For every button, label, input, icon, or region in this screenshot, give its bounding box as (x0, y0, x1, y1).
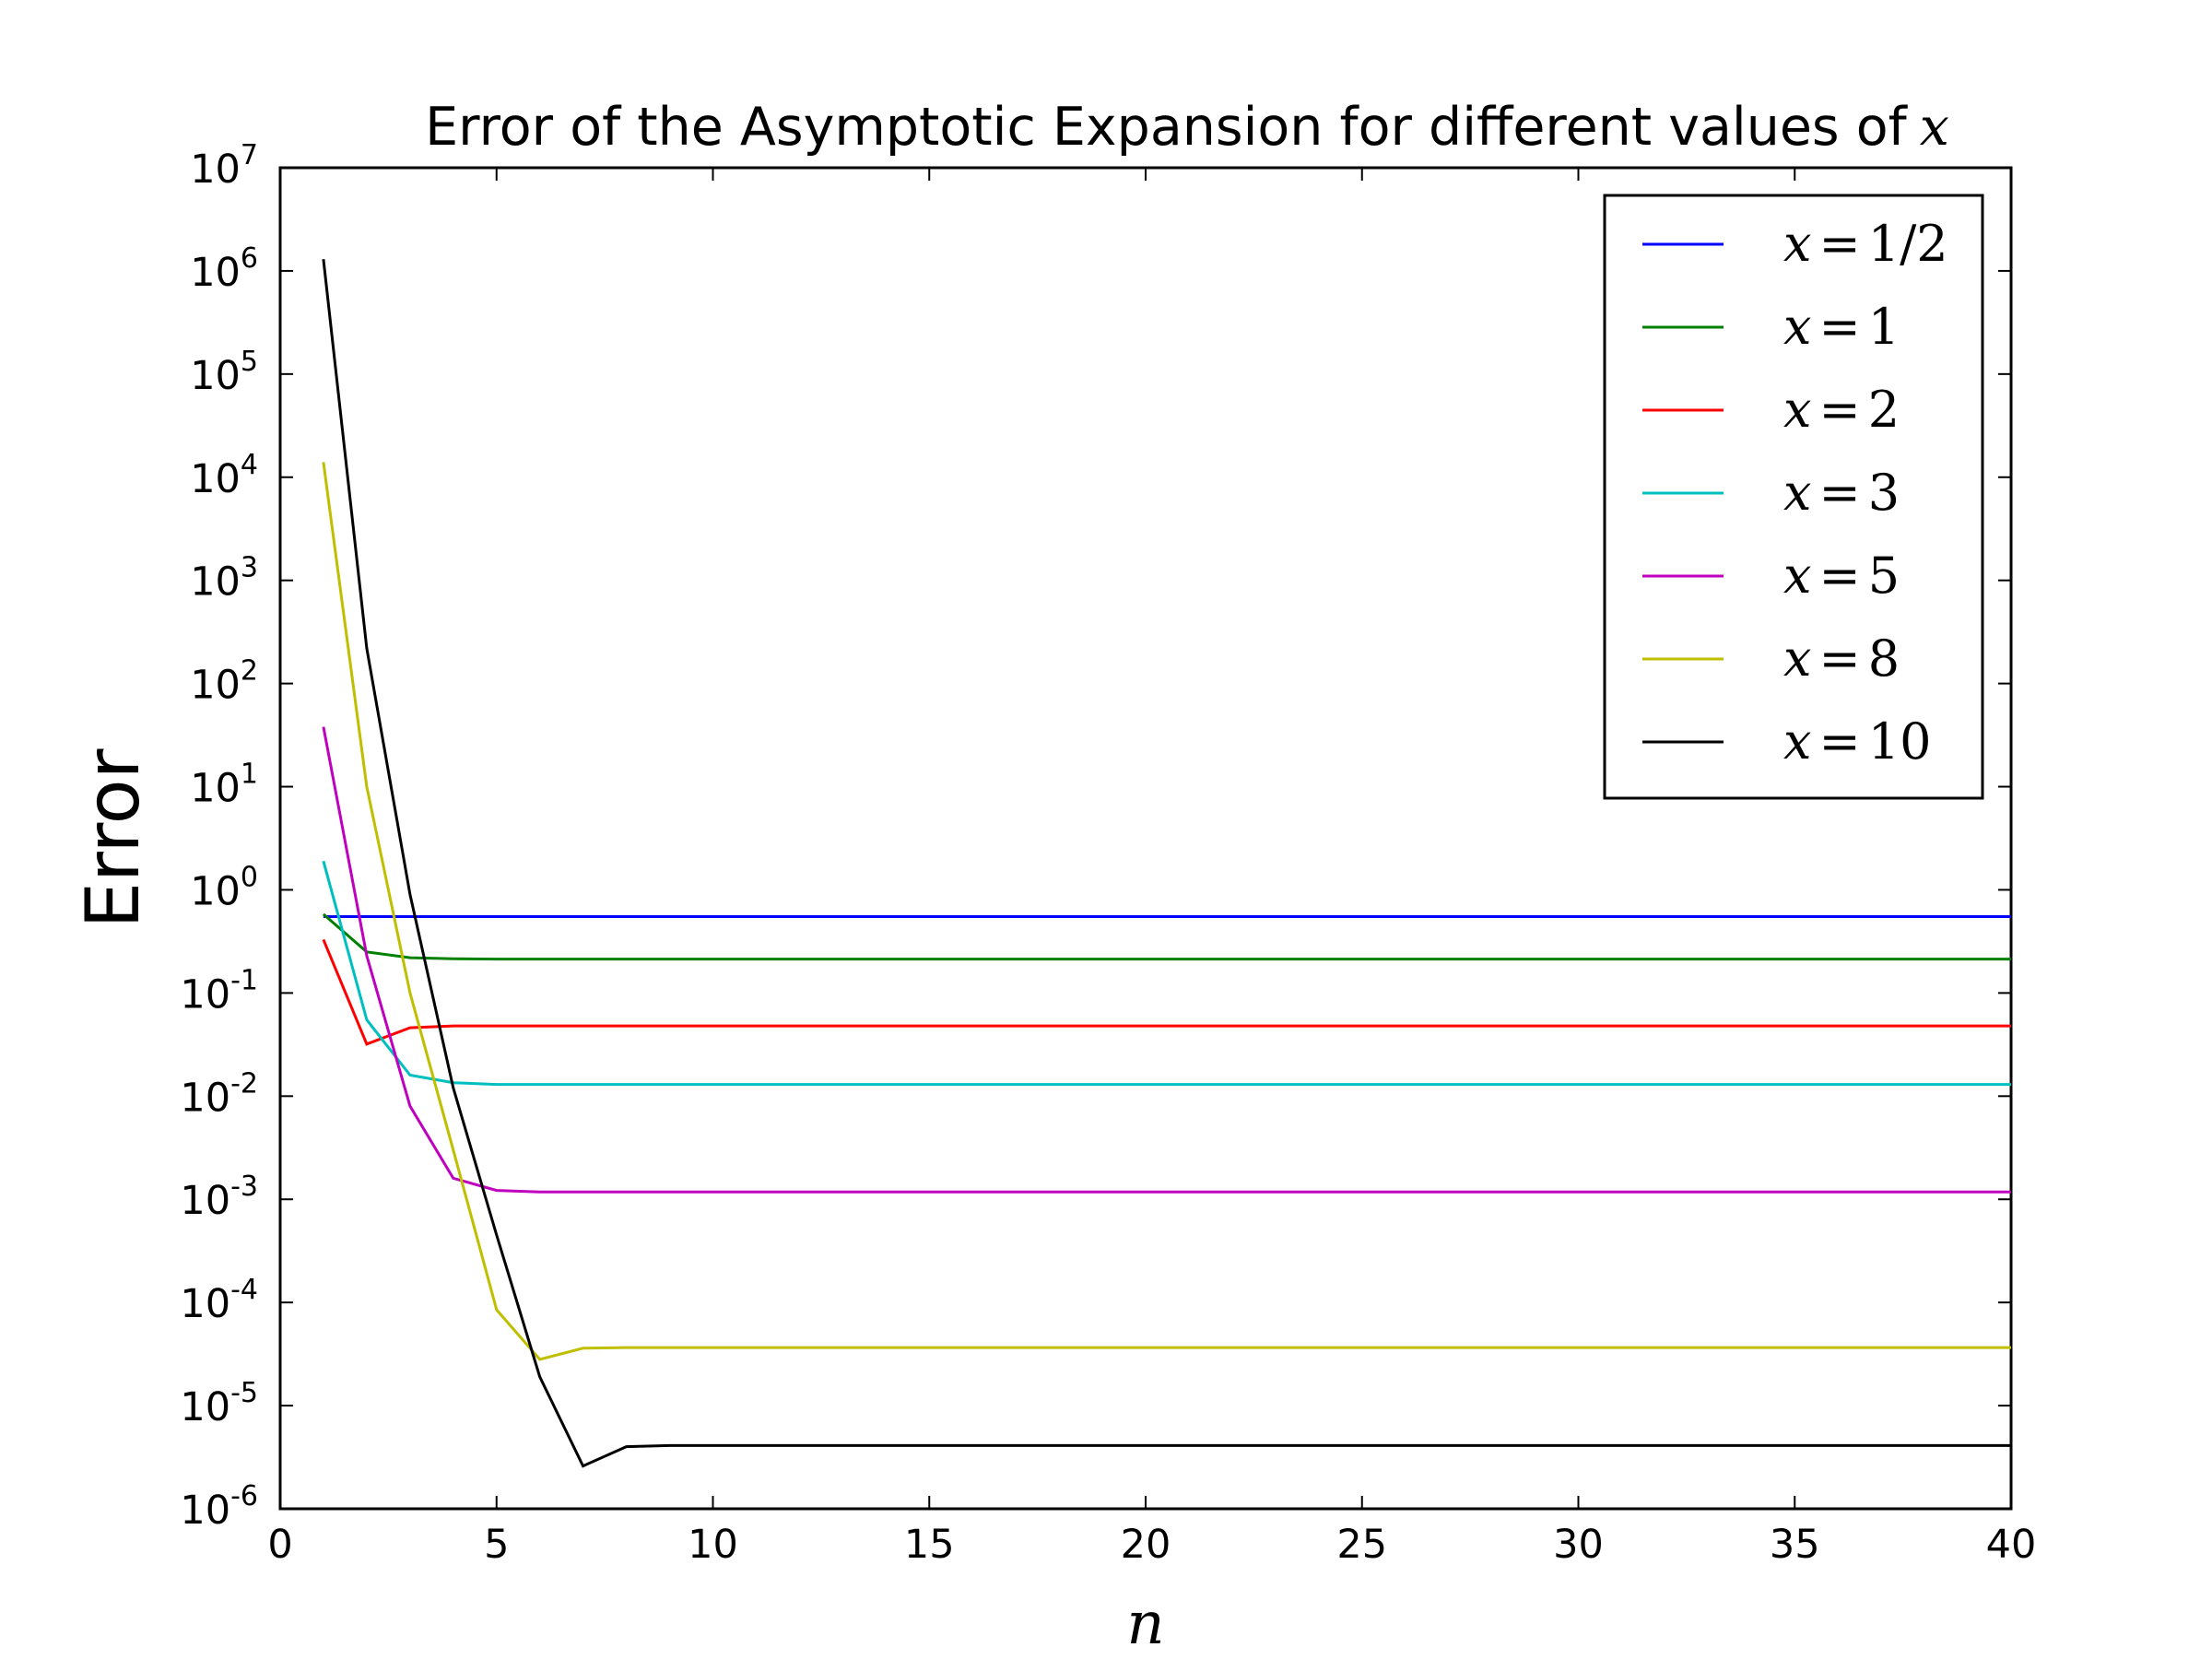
series-line-7 (322, 259, 2011, 1468)
legend-frame (1603, 194, 1984, 800)
legend-label-2: x = 1 (1783, 298, 1900, 356)
x-axis-label: n (1126, 1590, 1164, 1658)
x-tick-label: 40 (1986, 1522, 2037, 1568)
legend-label-3: x = 2 (1783, 381, 1900, 439)
y-tick-label: 102 (190, 655, 258, 709)
y-tick-label: 10-2 (180, 1067, 258, 1121)
series-line-5 (322, 726, 2011, 1194)
y-tick-label: 106 (190, 242, 258, 296)
y-tick-label: 10-4 (180, 1274, 258, 1327)
x-tick-label: 15 (904, 1522, 955, 1568)
tick-labels-layer: 0 5 10 15 20 25 30 35 40 10-6 10-5 10-4 10-3 10-2 10-1… (180, 139, 2036, 1568)
series-layer (322, 259, 2011, 1468)
legend-entries: x = 1/2 x = 1 x = 2 x = 3 x = 5 x = 8 x = 10 (1642, 215, 1948, 771)
x-tick-label: 35 (1770, 1522, 1820, 1568)
x-tick-label: 25 (1336, 1522, 1387, 1568)
plot-area (278, 166, 2013, 1511)
y-tick-label: 100 (190, 861, 258, 914)
y-tick-label: 10-5 (180, 1377, 258, 1430)
y-tick-label: 10-3 (180, 1171, 258, 1224)
y-axis-label: Error (70, 748, 156, 928)
legend: x = 1/2 x = 1 x = 2 x = 3 x = 5 x = 8 x = 10 (1603, 194, 1984, 800)
legend-label-1: x = 1/2 (1783, 215, 1948, 273)
x-tick-label: 30 (1553, 1522, 1604, 1568)
y-tick-label: 107 (190, 139, 258, 193)
y-tick-label: 103 (190, 552, 258, 606)
y-tick-label: 105 (190, 346, 258, 399)
chart-title-text: Error of the Asymptotic Expansion for di… (425, 97, 1908, 158)
x-tick-label: 10 (688, 1522, 738, 1568)
series-line-3 (322, 938, 2011, 1046)
x-tick-label: 5 (484, 1522, 509, 1568)
y-tick-label: 101 (190, 759, 258, 812)
legend-label-5: x = 5 (1783, 547, 1900, 605)
series-line-6 (322, 462, 2011, 1361)
y-tick-label: 104 (190, 449, 258, 502)
y-tick-label: 10-1 (180, 964, 258, 1018)
legend-label-4: x = 3 (1783, 464, 1900, 522)
x-tick-label: 0 (267, 1522, 292, 1568)
legend-label-7: x = 10 (1783, 712, 1931, 771)
series-line-2 (322, 912, 2011, 961)
y-tick-label: 10-6 (180, 1480, 258, 1534)
ticks-layer (279, 167, 2012, 1510)
legend-label-6: x = 8 (1783, 629, 1900, 688)
x-tick-label: 20 (1121, 1522, 1171, 1568)
chart-title-math: x (1920, 97, 1949, 158)
chart-title: Error of the Asymptotic Expansion for di… (425, 97, 1949, 158)
